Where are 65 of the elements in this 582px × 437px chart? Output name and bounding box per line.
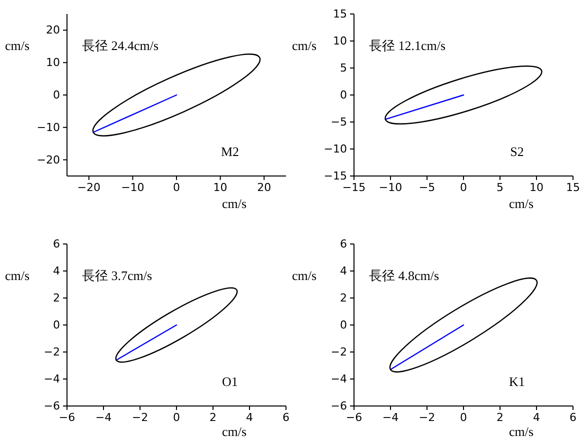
x-tick-label: 0 <box>460 410 467 424</box>
x-tick-label: 0 <box>173 410 180 424</box>
annotation: K1 <box>509 374 525 389</box>
y-tick-label: 6 <box>53 238 60 251</box>
y-tick-label: −2 <box>44 346 60 359</box>
x-tick-label: −4 <box>95 410 112 424</box>
x-axis-title: cm/s <box>509 196 534 211</box>
y-tick-label: 0 <box>53 88 60 102</box>
y-tick-label: −2 <box>330 346 347 359</box>
annotation: 長径 24.4cm/s <box>82 38 159 53</box>
x-tick-label: −20 <box>77 180 101 194</box>
x-axis-title: cm/s <box>222 424 247 437</box>
x-tick-label: 6 <box>282 410 290 424</box>
x-tick-label: −10 <box>121 180 144 194</box>
y-tick-label: −5 <box>330 116 347 129</box>
x-axis-title: cm/s <box>222 196 247 211</box>
x-tick-label: 10 <box>530 180 544 194</box>
y-tick-label: −10 <box>36 120 60 134</box>
x-tick-label: 4 <box>533 410 540 424</box>
y-tick-label: −6 <box>330 400 347 413</box>
y-tick-label: 0 <box>340 318 347 332</box>
y-tick-label: −10 <box>324 142 347 156</box>
y-tick-label: 10 <box>333 34 347 48</box>
y-axis-title: cm/s <box>5 268 30 283</box>
y-axis-title: cm/s <box>292 268 317 283</box>
annotation: M2 <box>220 144 240 159</box>
annotation: 長径 12.1cm/s <box>369 38 446 53</box>
x-tick-label: 10 <box>213 180 228 194</box>
annotation: 長径 4.8cm/s <box>369 268 440 283</box>
annotation: S2 <box>510 144 524 159</box>
x-tick-label: 15 <box>566 180 580 194</box>
x-tick-label: 4 <box>246 410 253 424</box>
x-tick-label: 2 <box>496 410 504 424</box>
annotation: O1 <box>222 374 238 389</box>
x-axis-title: cm/s <box>509 424 534 437</box>
x-tick-label: −2 <box>132 410 148 424</box>
x-tick-label: −4 <box>382 410 399 424</box>
y-tick-label: −4 <box>330 372 347 386</box>
y-tick-label: 15 <box>333 8 347 21</box>
y-tick-label: 0 <box>340 88 347 102</box>
y-axis-title: cm/s <box>5 38 30 53</box>
x-tick-label: 6 <box>570 410 576 424</box>
x-tick-label: −10 <box>378 180 402 194</box>
annotation: 長径 3.7cm/s <box>82 268 152 283</box>
y-tick-label: 5 <box>340 62 347 75</box>
y-tick-label: −15 <box>324 170 347 183</box>
y-tick-label: 0 <box>53 318 60 332</box>
x-tick-label: 5 <box>496 180 504 194</box>
y-tick-label: −6 <box>44 400 60 413</box>
x-tick-label: 0 <box>460 180 467 194</box>
x-tick-label: 0 <box>173 180 180 194</box>
y-tick-label: 4 <box>340 264 347 278</box>
x-tick-label: 2 <box>210 410 216 424</box>
y-tick-label: 10 <box>46 56 60 70</box>
x-tick-label: −2 <box>418 410 436 424</box>
y-tick-label: 2 <box>53 292 60 305</box>
y-tick-label: 4 <box>53 264 60 278</box>
y-tick-label: −20 <box>36 153 60 166</box>
y-tick-label: 6 <box>340 238 347 251</box>
y-tick-label: 2 <box>340 292 347 305</box>
x-tick-label: −5 <box>418 180 436 194</box>
y-tick-label: −4 <box>44 372 60 386</box>
x-tick-label: 20 <box>257 180 272 194</box>
y-axis-title: cm/s <box>292 38 317 53</box>
y-tick-label: 20 <box>46 24 60 37</box>
